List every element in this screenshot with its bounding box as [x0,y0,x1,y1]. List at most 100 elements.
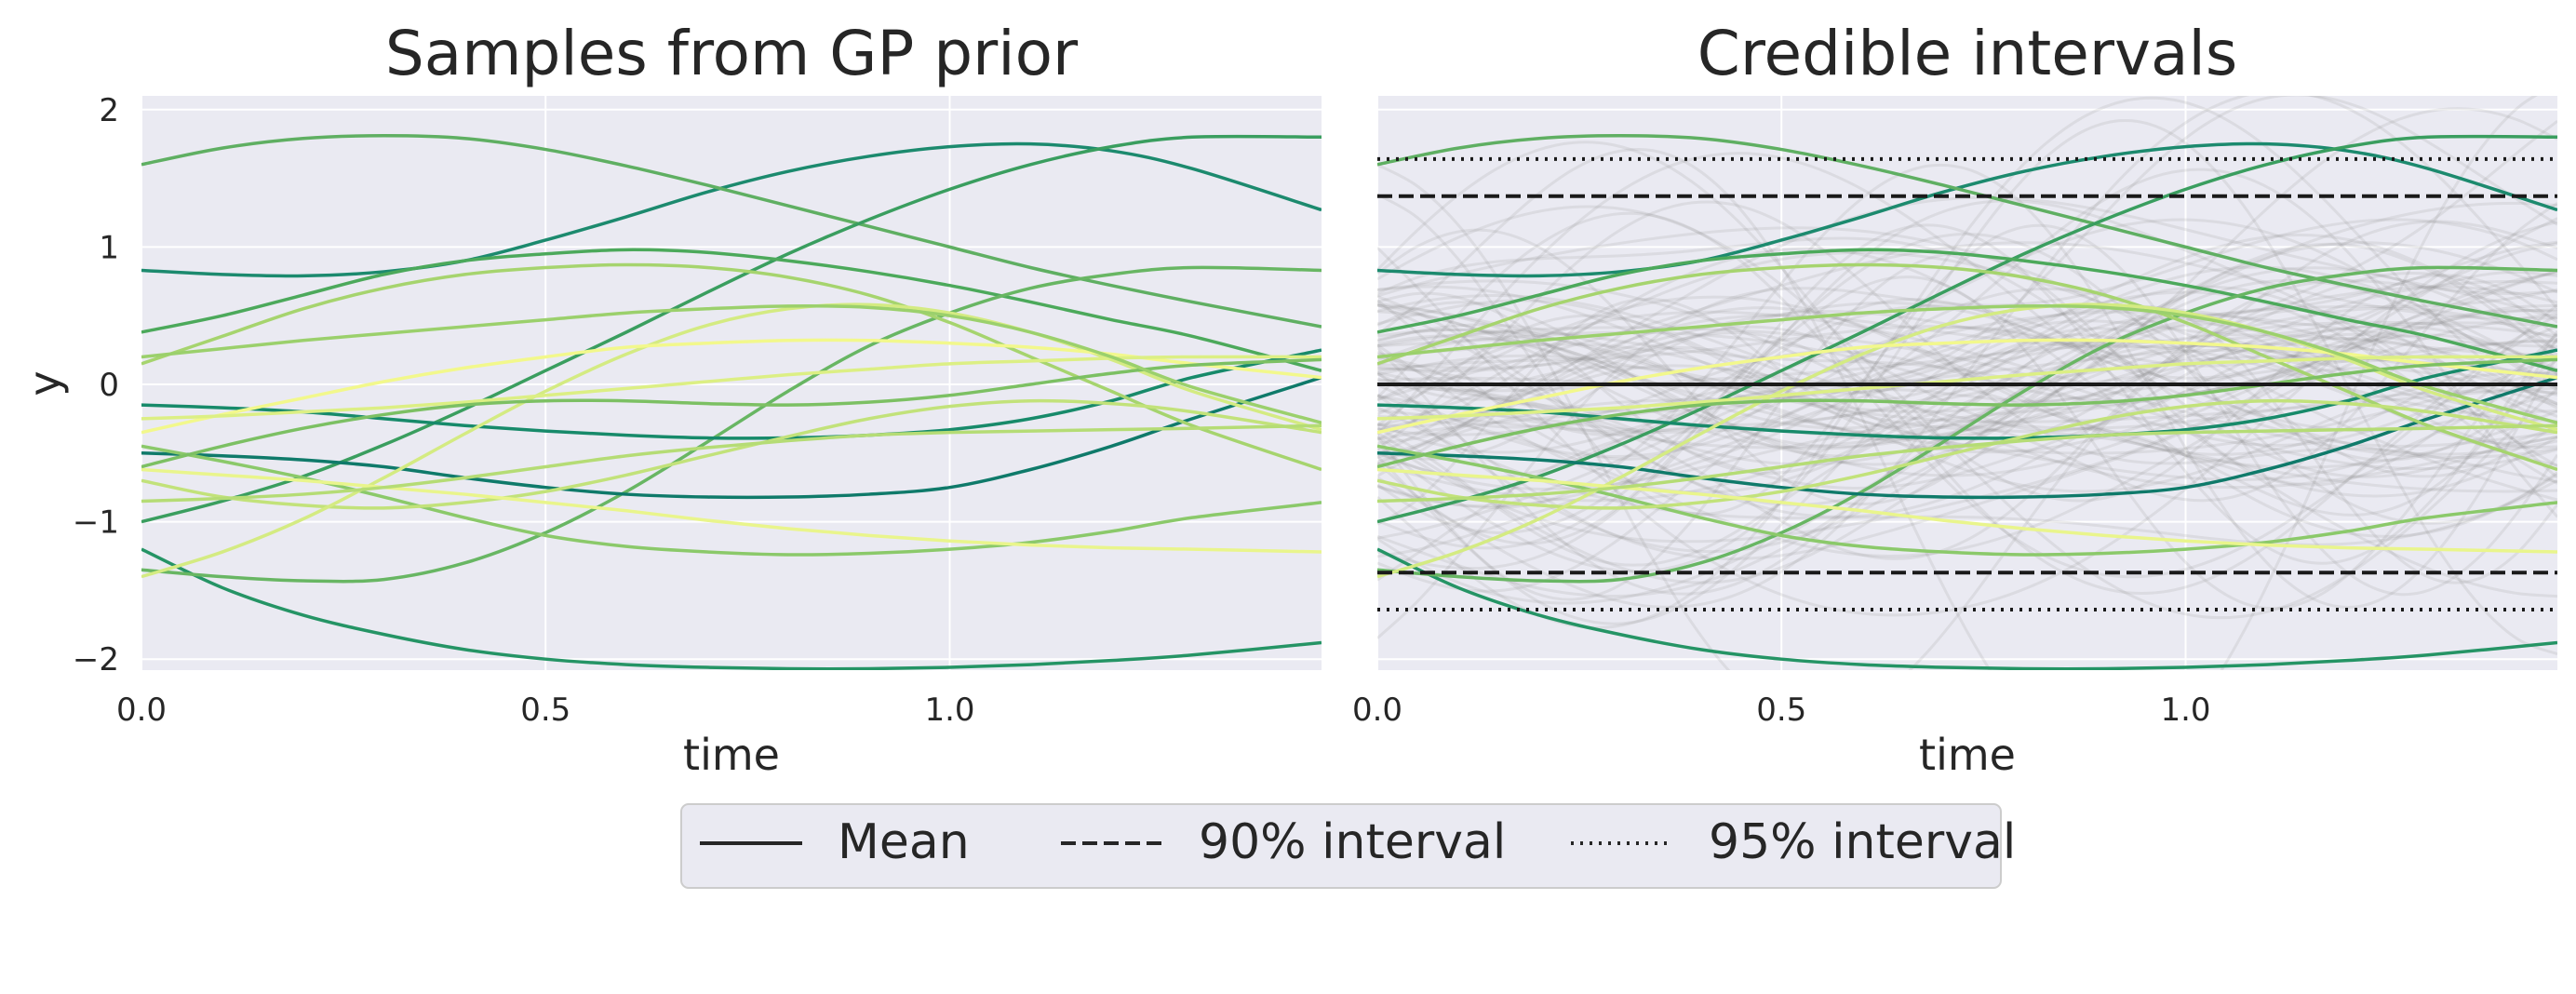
series-line [1377,355,2557,421]
background-sample-line [1377,269,2557,491]
background-sample-line [1377,241,2557,402]
legend-90-label: 90% interval [1199,814,1506,870]
left-y-ticks: 2 1 0 −1 −2 [73,92,119,678]
background-sample-line [1377,233,2557,463]
background-sample-line [1377,250,2557,441]
background-sample-line [1377,241,2557,625]
right-x-axis-label: time [1919,730,2016,780]
background-sample-line [1377,301,2557,448]
background-sample-line [1377,303,2557,450]
right-chart-title: Credible intervals [1697,18,2237,89]
series-line [141,265,1322,584]
background-sample-line [1377,247,2557,538]
background-sample-line [1377,344,2557,467]
background-sample-line [1377,310,2557,459]
background-sample-line [1377,310,2557,540]
legend-mean-label: Mean [838,814,970,870]
background-sample-line [1377,279,2557,560]
legend-box [680,803,2002,889]
background-sample-line [1377,321,2557,450]
background-sample-line [1377,236,2557,478]
background-sample-line [1377,152,2557,598]
legend-95-label: 95% interval [1709,814,2016,870]
background-sample-line [1377,295,2557,456]
background-sample-line [1377,334,2557,449]
series-line [1377,265,2557,584]
background-sample-line [1377,201,2557,605]
background-sample-line [1377,217,2557,544]
series-line [1377,423,2557,504]
y-tick-label: 0 [99,367,119,404]
background-sample-line [1377,337,2557,584]
background-sample-line [1377,297,2557,584]
background-sample-line [1377,325,2557,461]
series-line [141,262,1322,472]
series-line [1377,357,2557,469]
series-line [1377,248,2557,372]
background-sample-line [1377,211,2557,579]
y-tick-label: 2 [99,92,119,129]
background-sample-line [1377,302,2557,423]
background-sample-line [1377,96,2557,609]
background-sample-line [1377,107,2557,582]
x-tick-label: 0.5 [1756,692,1806,729]
background-sample-line [1377,193,2557,597]
background-sample-line [1377,306,2557,372]
background-sample-line [1377,299,2557,498]
background-sample-line [1377,330,2557,493]
left-x-axis-label: time [683,730,780,780]
background-sample-line [1377,314,2557,478]
background-sample-line [1377,221,2557,617]
background-sample-line [1377,303,2557,477]
background-sample-line [1377,330,2557,447]
legend: Mean 90% interval 95% interval [680,803,2016,889]
y-tick-label: −1 [73,504,119,542]
x-tick-label: 1.0 [2160,692,2210,729]
series-line [1377,467,2557,554]
x-tick-label: 0.5 [520,692,570,729]
background-sample-line [1377,199,2557,571]
left-chart: 210−1−2 0.0 0.5 1.0 Samples from GP prior … [20,18,1322,780]
series-line [141,134,1322,524]
left-x-ticks: 0.0 0.5 1.0 [116,692,975,729]
series-line [1377,375,2557,500]
series-line [141,375,1322,500]
background-sample-line [1377,220,2557,593]
background-sample-line [1377,233,2557,534]
background-sample-line [1377,226,2557,502]
background-sample-line [1377,119,2557,670]
background-sample-line [1377,325,2557,456]
y-tick-label: −2 [73,641,119,678]
background-sample-line [1377,285,2557,508]
background-sample-line [1377,119,2557,656]
right-x-ticks: 0.0 0.5 1.0 [1352,692,2211,729]
series-line [141,303,1322,424]
left-series-group [141,134,1322,670]
x-tick-label: 0.0 [116,692,167,729]
left-plot-area [141,96,1322,670]
background-sample-line [1377,228,2557,506]
background-sample-line [1377,241,2557,554]
series-line [1377,134,2557,329]
left-y-axis-label: y [20,370,70,396]
background-sample-line [1377,291,2557,476]
x-tick-label: 0.0 [1352,692,1402,729]
right-interval-lines [1377,156,2557,612]
series-line [141,547,1322,670]
x-tick-label: 1.0 [924,692,974,729]
background-sample-line [1377,271,2557,560]
right-series-group [1377,134,2557,670]
right-chart: 0.0 0.5 1.0 Credible intervals time [1352,18,2557,780]
background-sample-line [1377,326,2557,471]
background-sample-line [1377,269,2557,490]
background-sample-line [1377,242,2557,466]
background-sample-line [1377,274,2557,503]
background-sample-line [1377,205,2557,620]
series-line [141,141,1322,278]
left-chart-title: Samples from GP prior [385,18,1079,89]
series-line [141,248,1322,372]
background-sample-line [1377,141,2557,596]
background-sample-line [1377,223,2557,565]
series-line [1377,134,2557,524]
